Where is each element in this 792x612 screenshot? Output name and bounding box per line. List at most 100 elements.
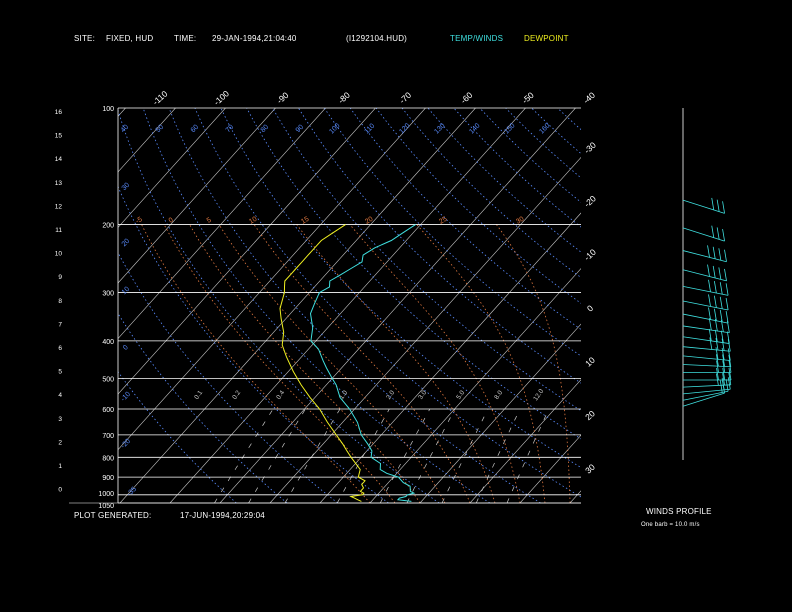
dry-adiabat-label: 130 — [433, 122, 446, 135]
site-label: SITE: — [74, 34, 96, 43]
wind-barb-flag — [715, 354, 719, 367]
plot-generated-value: 17-JUN-1994,20:29:04 — [180, 511, 265, 520]
height-tick-label: 0 — [58, 487, 62, 494]
dry-adiabat-left-label: -10 — [120, 391, 132, 403]
mixing-ratio-line — [379, 408, 431, 503]
wind-barb-flag — [713, 280, 717, 294]
wind-barb-flag — [716, 227, 720, 240]
mixing-ratio-label: 1.0 — [338, 389, 349, 401]
wind-barb-flag — [715, 338, 719, 351]
wind-barb-staff — [682, 300, 729, 311]
file-id: (I1292104.HUD) — [346, 34, 408, 43]
mixing-ratio-line — [506, 408, 550, 503]
temp-top-tick-label: -80 — [336, 90, 352, 106]
isotherm-line — [519, 434, 581, 503]
temp-top-tick-label: -100 — [212, 88, 232, 107]
wind-barb-staff — [682, 285, 729, 296]
wind-barb-flag — [708, 279, 711, 292]
wind-barb-flag — [725, 311, 729, 324]
wind-barb-flag — [716, 199, 720, 212]
wind-barb-staff — [682, 336, 730, 344]
dry-adiabat-line — [375, 108, 581, 304]
isotherm-line — [118, 108, 326, 340]
height-tick-label: 1 — [58, 463, 62, 470]
wind-barb-flag — [726, 331, 730, 344]
moist-adiabat-label: -5 — [135, 216, 144, 225]
height-tick-label: 16 — [55, 109, 63, 116]
mixing-ratio-line — [248, 408, 306, 503]
wind-barb-flag — [728, 367, 732, 381]
wind-barb-flag — [722, 373, 725, 386]
mixing-ratio-line — [475, 408, 521, 503]
barb-note: One barb = 10.0 m/s — [641, 522, 700, 528]
dry-adiabat-left-label: 20 — [121, 238, 132, 249]
wind-barb-flag — [716, 367, 719, 381]
height-tick-label: 14 — [55, 156, 63, 163]
moist-adiabat-line — [189, 224, 421, 503]
mixing-ratio-line — [214, 408, 274, 503]
dry-adiabat-label: 90 — [295, 124, 306, 135]
mixing-ratio-label: 12.0 — [532, 388, 545, 403]
dry-adiabat-label: 80 — [260, 124, 271, 135]
isotherm-line — [118, 108, 126, 117]
wind-barb-flag — [721, 338, 725, 351]
wind-barb-staff — [682, 250, 727, 263]
temp-right-tick-label: -20 — [582, 193, 598, 209]
wind-barb-flag — [719, 309, 723, 322]
height-tick-label: 3 — [58, 416, 62, 423]
wind-barb-flag — [713, 295, 717, 308]
moist-adiabat-label: 15 — [300, 216, 310, 226]
height-tick-label: 12 — [55, 203, 63, 210]
wind-barb-flag — [721, 347, 725, 360]
wind-barb-flag — [708, 294, 711, 307]
moist-adiabat-lines — [141, 224, 571, 503]
wind-barb-flag — [724, 268, 727, 281]
dry-adiabat-line — [349, 108, 581, 330]
height-tick-label: 10 — [55, 251, 63, 258]
dry-adiabat-label: 120 — [398, 122, 411, 135]
dry-adiabat-line — [118, 109, 440, 503]
dewpoint-trace — [279, 223, 366, 502]
moist-adiabat-label: 30 — [515, 216, 525, 226]
height-tick-label: 6 — [58, 345, 62, 352]
moist-adiabat-line — [218, 224, 446, 503]
wind-barb-staff — [682, 346, 731, 352]
temp-top-tick-label: -110 — [151, 88, 170, 107]
mixing-ratio-lines — [214, 408, 550, 503]
temp-right-tick-label: 20 — [583, 408, 597, 422]
pressure-tick-label: 100 — [102, 106, 114, 113]
dry-adiabat-label: 70 — [225, 124, 236, 135]
moist-adiabat-line — [416, 224, 546, 503]
wind-barb-flag — [715, 347, 719, 360]
height-tick-label: 4 — [58, 392, 62, 399]
isotherm-line — [118, 108, 276, 284]
pressure-tick-label: 500 — [102, 376, 114, 383]
isotherm-line — [118, 108, 426, 451]
isotherm-line — [219, 108, 576, 503]
wind-barb-flag — [715, 373, 719, 386]
wind-barb-flag — [712, 265, 716, 279]
dry-adiabat-line — [505, 108, 581, 179]
mixing-ratio-label: 0.2 — [231, 389, 242, 401]
mixing-ratio-label: 2.0 — [385, 389, 396, 401]
sounding-series — [279, 223, 416, 502]
winds-profile — [682, 108, 732, 460]
temp-right-tick-label: 30 — [583, 462, 597, 476]
wind-barb-staff — [682, 384, 731, 388]
wind-barb-flag — [725, 297, 729, 311]
dry-adiabat-lines — [118, 108, 581, 503]
temp-top-tick-label: -50 — [520, 90, 536, 106]
mixing-ratio-line — [336, 408, 390, 503]
isotherm-line — [419, 323, 581, 503]
moist-adiabat-line — [349, 224, 521, 503]
pressure-tick-label: 1050 — [98, 503, 114, 510]
mixing-ratio-label: 0.1 — [193, 389, 204, 401]
dry-adiabat-line — [142, 108, 491, 503]
mixing-ratio-line — [406, 408, 456, 503]
height-tick-label: 5 — [58, 369, 62, 376]
isotherm-line — [469, 379, 581, 503]
dry-adiabat-label: 160 — [538, 122, 551, 135]
height-tick-label: 8 — [58, 298, 62, 305]
time-value: 29-JAN-1994,21:04:40 — [212, 34, 297, 43]
